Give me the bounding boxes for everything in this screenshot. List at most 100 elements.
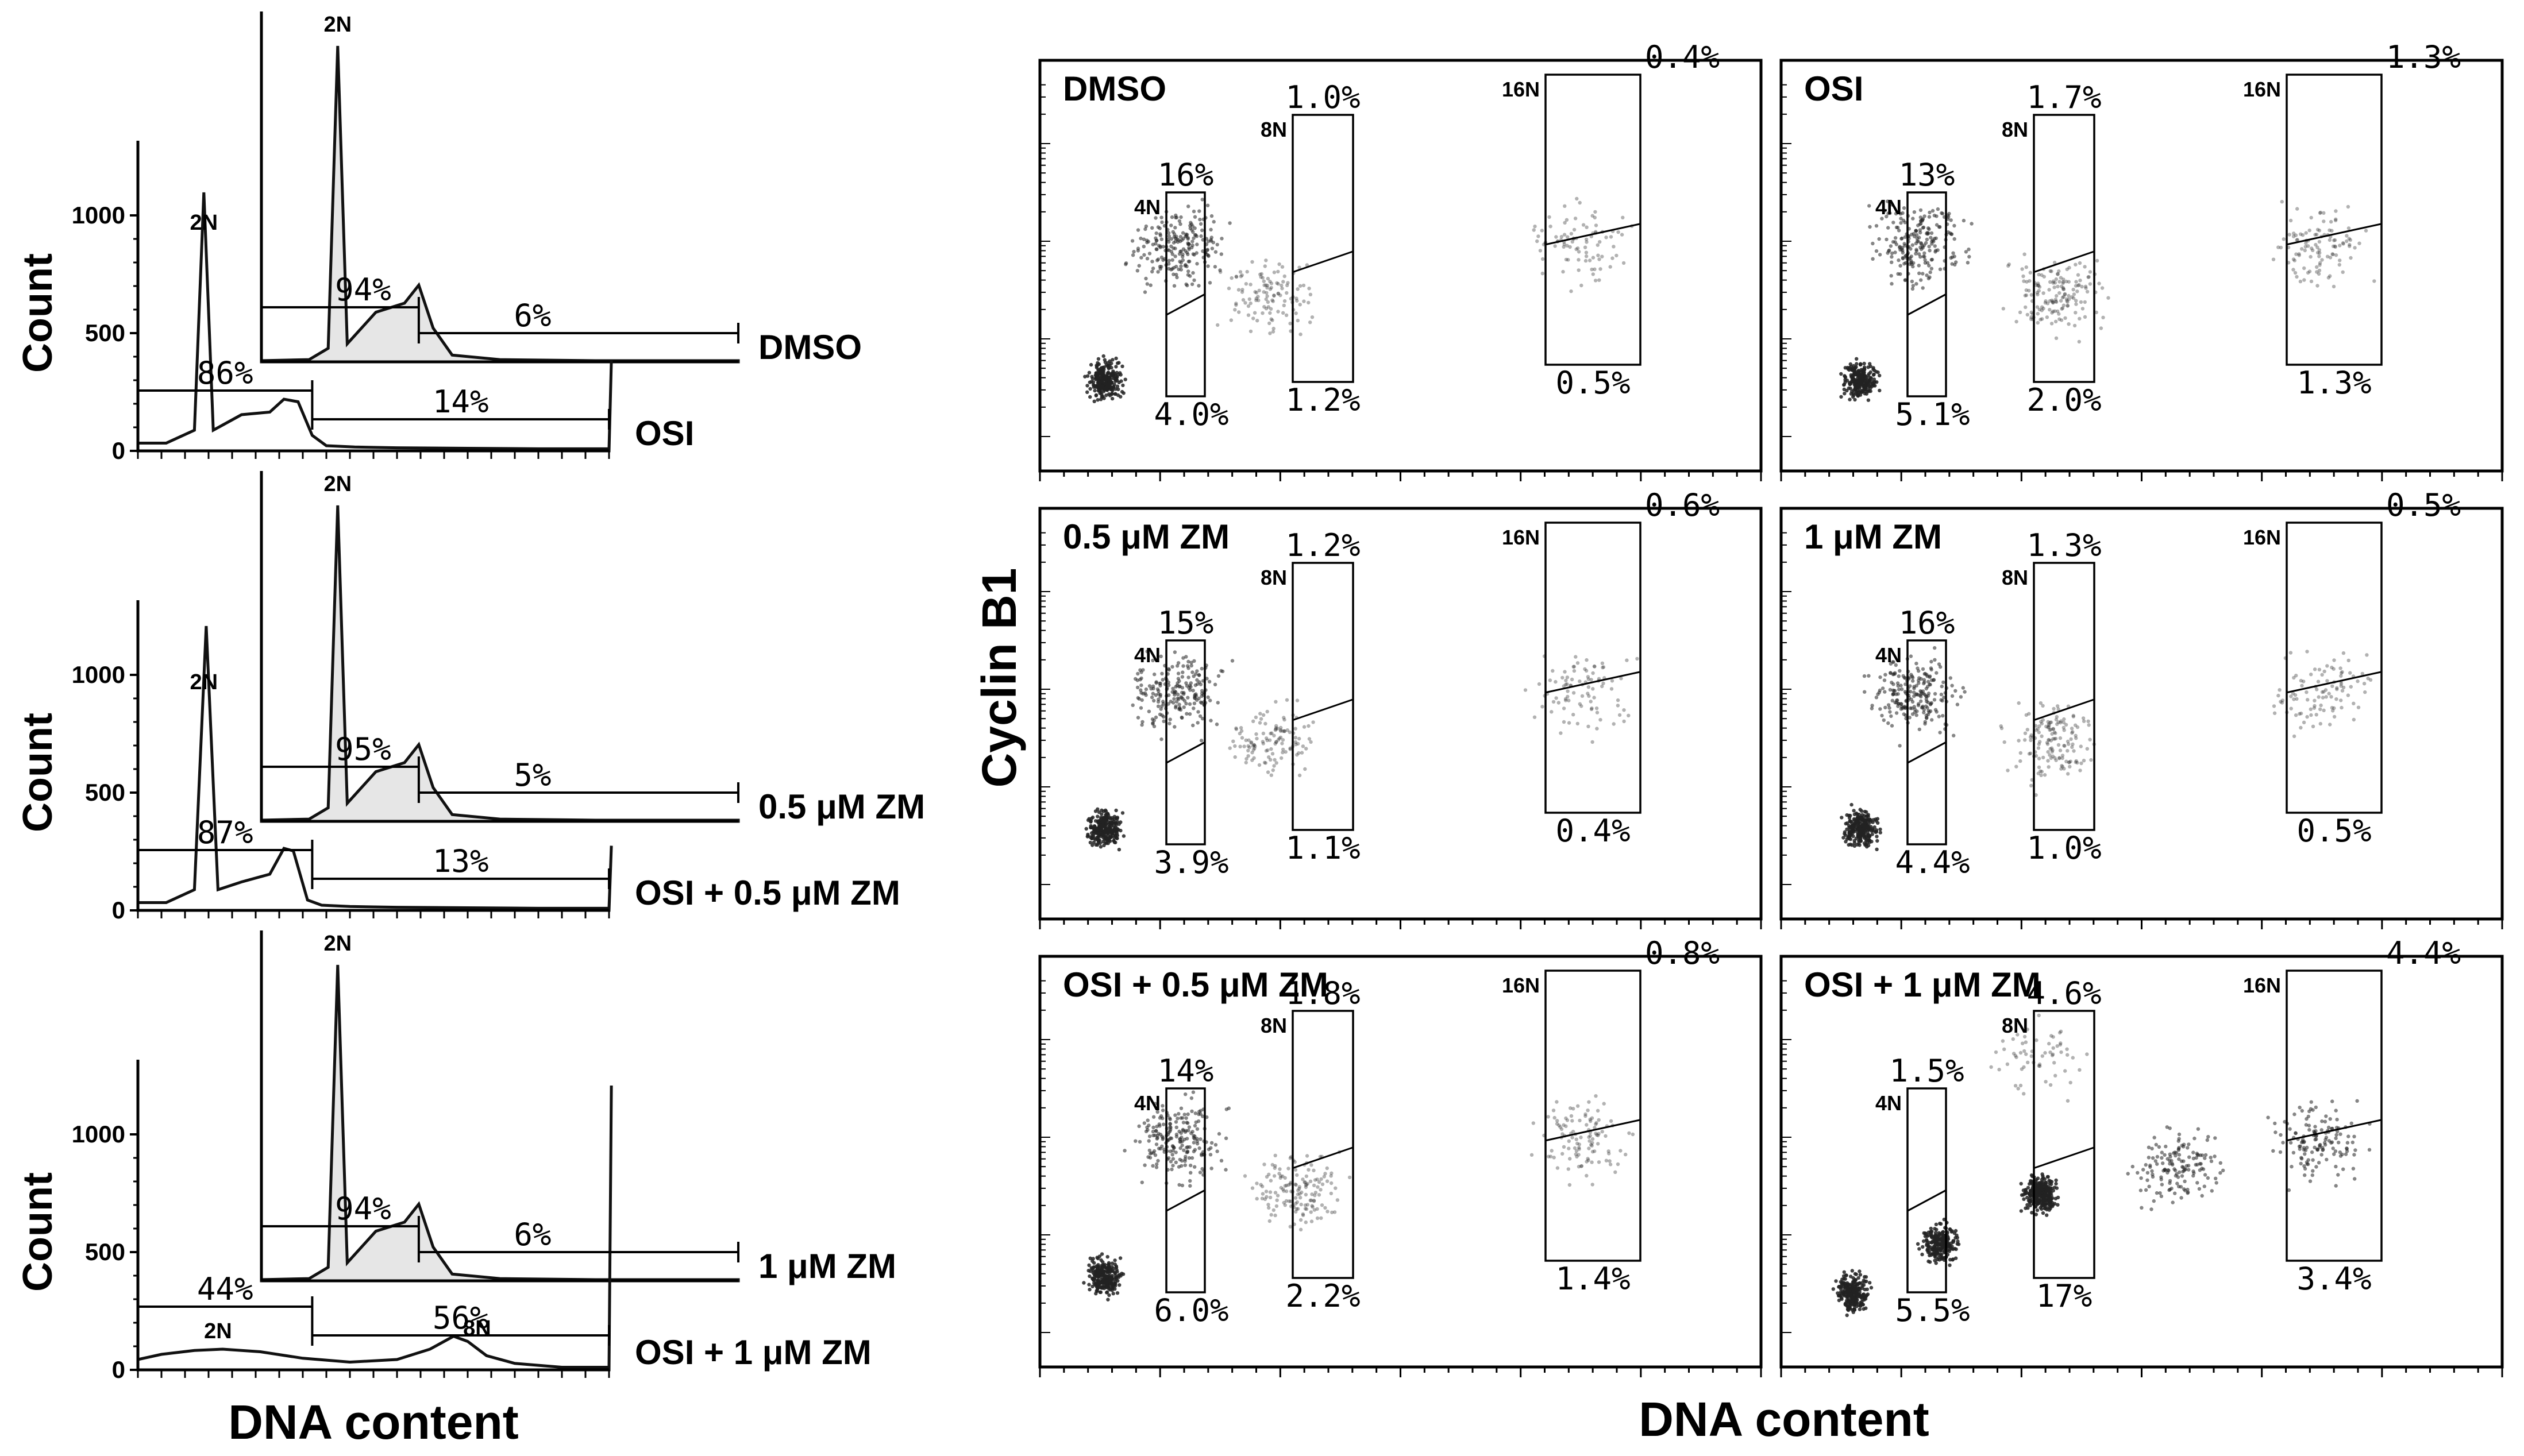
scatter-point [1870, 706, 1874, 710]
scatter-point [1590, 214, 1594, 218]
front-peak-label: 8N [463, 1316, 491, 1341]
scatter-point [1177, 1112, 1181, 1116]
scatter-point [1305, 1203, 1309, 1207]
scatter-point [1255, 319, 1259, 323]
scatter-point [1931, 1252, 1935, 1256]
scatter-point [1845, 1313, 1849, 1318]
scatter-point [1139, 676, 1143, 681]
scatter-point [1114, 821, 1118, 825]
scatter-point [1918, 208, 1923, 213]
scatter-point [1277, 262, 1281, 267]
scatter-point [1234, 302, 1238, 306]
scatter-point [1854, 1272, 1858, 1276]
scatter-point [1893, 236, 1898, 240]
scatter-point [2307, 228, 2311, 233]
scatter-point [1967, 248, 1971, 252]
front-left-percent: 44% [197, 1271, 253, 1307]
scatter-point [1180, 1158, 1184, 1163]
scatter-point [1158, 693, 1162, 697]
scatter-point [1261, 713, 1266, 717]
scatter-point [2321, 696, 2325, 700]
scatter-point [1258, 721, 1262, 725]
front-left-percent: 86% [197, 355, 253, 391]
scatter-point [2059, 721, 2063, 725]
scatter-point [2346, 693, 2350, 697]
scatter-point [1591, 256, 1596, 260]
scatter-point [1613, 1170, 1617, 1174]
gate-lower-percent: 6.0% [1154, 1292, 1228, 1328]
scatter-point [1113, 1281, 1118, 1285]
scatter-point [1317, 1180, 1321, 1184]
scatter-point [1176, 1117, 1180, 1121]
scatter-point [1910, 233, 1914, 237]
scatter-point [1098, 391, 1102, 395]
scatter-point [1182, 705, 1186, 709]
scatter-point [1122, 834, 1126, 838]
scatter-point [1575, 721, 1579, 726]
scatter-point [2066, 304, 2070, 308]
scatter-point [1257, 763, 1262, 767]
scatter-point [2074, 759, 2078, 763]
scatter-point [1257, 298, 1261, 303]
scatter-point [2279, 700, 2283, 704]
scatter-point [2066, 304, 2070, 308]
scatter-point [1109, 829, 1113, 833]
scatter-point [1844, 840, 1848, 844]
scatter-point [1922, 680, 1926, 684]
scatter-point [1917, 702, 1921, 706]
scatter-point [1147, 252, 1152, 256]
scatter-point [1167, 721, 1172, 725]
scatter-point [1168, 717, 1172, 721]
scatter-point [1293, 740, 1297, 744]
scatter-point [1096, 361, 1100, 365]
scatter-point [1106, 370, 1111, 374]
scatter-point [1571, 665, 1575, 669]
scatter-point [1930, 208, 1935, 213]
scatter-point [1890, 260, 1894, 264]
gate-label: 4N [1134, 643, 1161, 667]
scatter-point [2068, 764, 2072, 768]
scatter-point [1567, 1139, 1571, 1143]
scatter-point [1319, 1216, 1323, 1220]
scatter-point [1215, 242, 1219, 247]
gate-lower-percent: 3.9% [1154, 844, 1228, 880]
scatter-point [1253, 746, 1257, 750]
scatter-point [1158, 1116, 1162, 1120]
scatter-point [1911, 217, 1915, 221]
scatter-point [1601, 681, 1605, 685]
scatter-point [2025, 312, 2029, 317]
scatter-point [1093, 837, 1097, 841]
scatter-point [1923, 261, 1928, 265]
scatter-point [1897, 229, 1901, 233]
scatter-point [1220, 669, 1225, 674]
scatter-point [1600, 254, 1604, 258]
gate-label: 8N [1261, 1014, 1287, 1037]
scatter-point [1197, 284, 1201, 288]
scatter-point [1562, 1145, 1566, 1149]
scatter-point [1262, 305, 1266, 309]
scatter-point [2024, 288, 2028, 292]
scatter-point [1151, 684, 1155, 688]
scatter-point [2287, 233, 2291, 237]
scatter-point [2330, 252, 2334, 256]
scatter-point [1609, 235, 1613, 239]
scatter-point [1155, 1137, 1159, 1141]
scatter-point [2059, 284, 2064, 288]
scatter-point [1199, 222, 1203, 226]
scatter-point [2335, 686, 2339, 690]
scatter-point [2304, 231, 2308, 235]
scatter-point [1195, 242, 1199, 246]
gate-divider [1545, 223, 1641, 246]
scatter-point [1930, 242, 1934, 246]
scatter-point [1612, 722, 1616, 726]
gate-upper-percent: 15% [1158, 605, 1214, 641]
scatter-point [1301, 744, 1305, 748]
scatter-point [2053, 756, 2057, 760]
scatter-point [1912, 694, 1916, 698]
scatter-point [1304, 1174, 1309, 1179]
scatter-point [2067, 760, 2071, 764]
scatter-point [2366, 677, 2370, 681]
scatter-point [2025, 728, 2029, 732]
scatter-point [2313, 667, 2317, 671]
scatter-point [2075, 289, 2079, 293]
